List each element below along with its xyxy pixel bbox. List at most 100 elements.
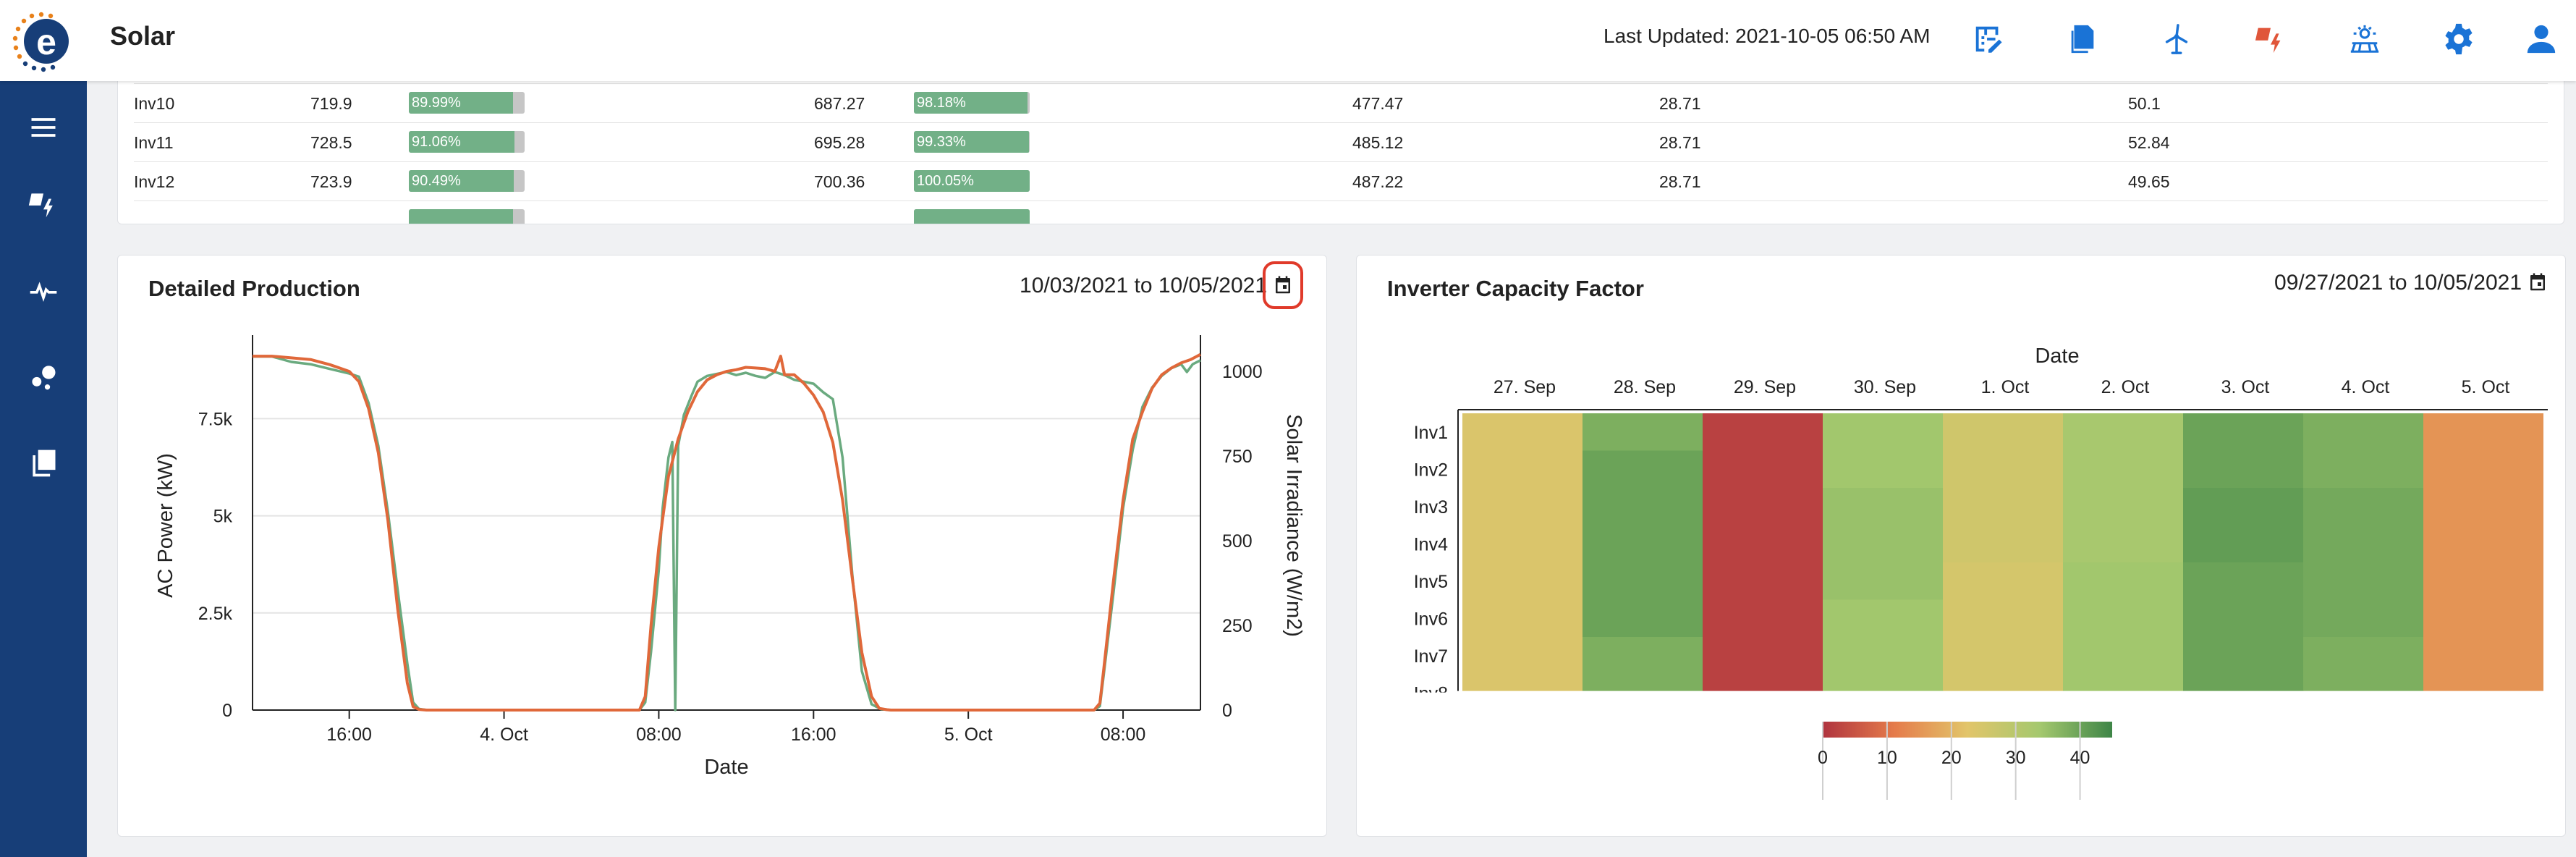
column-label: 3. Oct xyxy=(2221,377,2270,397)
y2-axis-title: Solar Irradiance (W/m2) xyxy=(1282,414,1305,637)
top-bar: e Solar Last Updated: 2021-10-05 06:50 A… xyxy=(0,0,2576,81)
card-title: Detailed Production xyxy=(148,276,360,301)
performance-bar-fill xyxy=(409,209,513,224)
calendar-button[interactable] xyxy=(1263,261,1303,309)
heatmap-cell xyxy=(1823,450,1944,489)
row-label: Inv5 xyxy=(1414,572,1448,592)
dc-value-cell: 700.36 xyxy=(814,172,865,191)
card-title: Inverter Capacity Factor xyxy=(1387,276,1644,301)
heatmap-cell xyxy=(2063,562,2184,600)
dc-value-cell: 687.27 xyxy=(814,94,865,113)
wind-turbine-icon[interactable] xyxy=(2156,19,2197,59)
heatmap-axis-title: Date xyxy=(2035,345,2079,368)
date-range-text[interactable]: 09/27/2021 to 10/05/2021 xyxy=(2274,271,2522,295)
inverter-name-cell: Inv11 xyxy=(134,133,174,152)
heatmap-cell xyxy=(2063,674,2184,691)
company-logo[interactable]: e xyxy=(9,9,74,74)
heatmap-cell xyxy=(2183,413,2304,451)
heatmap-cell xyxy=(2303,562,2424,600)
heatmap-cell xyxy=(2183,450,2304,489)
heatmap-cell xyxy=(1823,637,1944,675)
x-tick-label: 08:00 xyxy=(1101,725,1146,745)
solar-power-icon[interactable] xyxy=(2250,19,2291,59)
performance-bar xyxy=(409,209,525,224)
heatmap-cell xyxy=(1823,674,1944,691)
y2-tick-label: 500 xyxy=(1222,531,1253,552)
dashboard-edit-icon[interactable] xyxy=(1968,19,2009,59)
row-label: Inv7 xyxy=(1414,646,1448,667)
x-tick-label: 08:00 xyxy=(636,725,682,745)
x-tick-label: 16:00 xyxy=(791,725,836,745)
heatmap-cell xyxy=(1943,599,2064,638)
energy-value-cell: 485.12 xyxy=(1352,133,1404,152)
calendar-icon xyxy=(2530,273,2545,291)
availability-bar: 99.33% xyxy=(914,131,1030,153)
sidebar xyxy=(0,81,87,857)
column-label: 29. Sep xyxy=(1734,377,1796,397)
heatmap-cell xyxy=(1462,525,1583,563)
row-label: Inv1 xyxy=(1414,423,1448,443)
column-label: 1. Oct xyxy=(1981,377,2030,397)
pulse-icon[interactable] xyxy=(23,271,64,311)
last-updated-text: Last Updated: 2021-10-05 06:50 AM xyxy=(1603,25,1931,47)
heatmap-cell xyxy=(1462,674,1583,691)
heatmap-cell xyxy=(2303,450,2424,489)
x-tick-label: 16:00 xyxy=(326,725,372,745)
column-label: 27. Sep xyxy=(1494,377,1556,397)
heatmap-cell xyxy=(2063,525,2184,563)
bubbles-icon[interactable] xyxy=(23,356,64,397)
heatmap-cell xyxy=(1943,562,2064,600)
heatmap-cell xyxy=(1462,637,1583,675)
heatmap-cell xyxy=(2183,674,2304,691)
heatmap-cell xyxy=(1462,413,1583,451)
user-icon[interactable] xyxy=(2521,19,2562,59)
heatmap-cell xyxy=(1943,413,2064,451)
column-label: 30. Sep xyxy=(1854,377,1916,397)
heatmap-cell xyxy=(1583,637,1703,675)
heatmap-cell xyxy=(1583,674,1703,691)
calendar-button[interactable] xyxy=(2517,258,2558,306)
table-row xyxy=(134,200,2548,224)
table-row: Inv11 728.5 695.28 485.12 28.71 52.84 91.06% 99… xyxy=(134,122,2548,162)
performance-bar: 89.99% xyxy=(409,92,525,114)
y-tick-label: 2.5k xyxy=(198,604,233,624)
heatmap-cell xyxy=(1583,599,1703,638)
yield-value-cell: 52.84 xyxy=(2128,133,2170,152)
heatmap-cell xyxy=(2423,674,2543,691)
legend-color-bar xyxy=(1823,722,2112,738)
heatmap-cell xyxy=(1583,488,1703,525)
heatmap-cell xyxy=(1462,450,1583,489)
heatmap-cell xyxy=(1943,674,2064,691)
heatmap-cell xyxy=(1583,525,1703,563)
heatmap-cell xyxy=(2183,562,2304,600)
heatmap-cell xyxy=(2303,599,2424,638)
date-range-text[interactable]: 10/03/2021 to 10/05/2021 xyxy=(1020,274,1267,297)
heatmap-cell xyxy=(2063,488,2184,525)
heatmap-cell xyxy=(2423,450,2543,489)
temperature-value-cell: 28.71 xyxy=(1659,172,1701,191)
row-label: Inv6 xyxy=(1414,609,1448,629)
x-tick-label: 4. Oct xyxy=(480,725,528,745)
heatmap-cell xyxy=(1703,637,1823,675)
availability-bar xyxy=(914,209,1030,224)
library-icon[interactable] xyxy=(23,443,64,484)
dc-value-cell: 695.28 xyxy=(814,133,865,152)
menu-icon[interactable] xyxy=(23,107,64,148)
heatmap-cell xyxy=(2063,413,2184,451)
legend-tick-label: 10 xyxy=(1877,748,1897,768)
heatmap-cell xyxy=(2303,488,2424,525)
heatmap-cell xyxy=(2063,637,2184,675)
y2-tick-label: 0 xyxy=(1222,701,1232,721)
y2-tick-label: 750 xyxy=(1222,447,1253,467)
settings-icon[interactable] xyxy=(2439,19,2479,59)
heatmap-cell xyxy=(1583,562,1703,600)
y2-tick-label: 1000 xyxy=(1222,362,1263,382)
solar-panel-icon[interactable] xyxy=(2344,19,2385,59)
ac-value-cell: 728.5 xyxy=(310,133,352,152)
ac-power-series-line xyxy=(253,355,1201,712)
solar-power-icon[interactable] xyxy=(23,184,64,224)
documents-icon[interactable] xyxy=(2062,19,2103,59)
column-label: 2. Oct xyxy=(2101,377,2150,397)
row-label: Inv2 xyxy=(1414,460,1448,480)
heatmap-cell xyxy=(2183,525,2304,563)
